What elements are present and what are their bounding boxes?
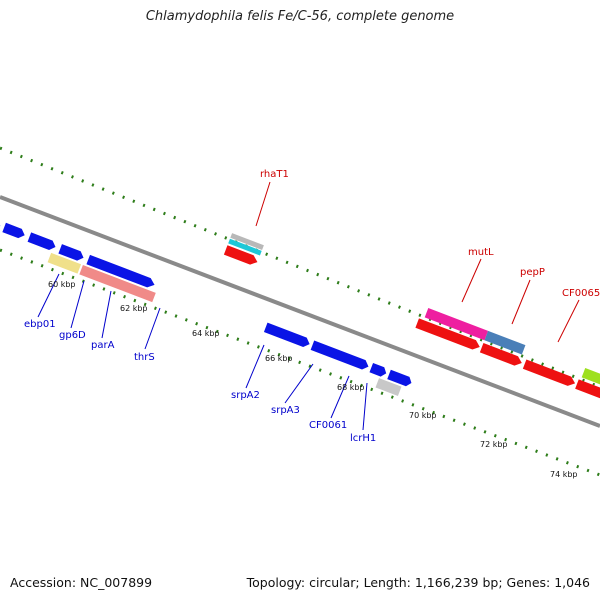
scale-label-72kbp: 72 kbp bbox=[480, 440, 508, 449]
gene-label-ebp01[interactable]: ebp01 bbox=[24, 319, 56, 330]
map-title: Chlamydophila felis Fe/C-56, complete ge… bbox=[145, 9, 455, 24]
gene-blue-6-arrow[interactable] bbox=[86, 254, 156, 290]
gene-label-thrS[interactable]: thrS bbox=[134, 352, 155, 363]
gene-rhaT1-grey[interactable] bbox=[230, 233, 264, 250]
gene-mutL[interactable] bbox=[424, 308, 489, 341]
inner-tick-track bbox=[0, 248, 600, 477]
gene-parA-arrow[interactable] bbox=[2, 222, 26, 240]
scale-label-60kbp: 60 kbp bbox=[48, 280, 76, 289]
gene-grey-1[interactable] bbox=[375, 378, 402, 397]
gene-label-parA[interactable]: parA bbox=[91, 340, 115, 351]
reverse-gene-labels: ebp01 gp6D parA thrS srpA2 srpA3 CF0061 … bbox=[24, 319, 376, 444]
scale-label-62kbp: 62 kbp bbox=[120, 304, 148, 313]
gene-thrS-arrow[interactable] bbox=[27, 232, 58, 251]
gene-label-srpA3[interactable]: srpA3 bbox=[271, 405, 300, 416]
gene-pepP[interactable] bbox=[484, 330, 526, 355]
outer-tick-track bbox=[0, 146, 600, 389]
gene-srpA2-arrow[interactable] bbox=[263, 322, 311, 349]
label-callouts bbox=[37, 181, 580, 431]
gene-red-4-arrow[interactable] bbox=[522, 359, 577, 388]
gene-CF0065-green[interactable] bbox=[581, 367, 600, 392]
gene-lcrH1-arrow[interactable] bbox=[387, 369, 413, 388]
accession-text: Accession: NC_007899 bbox=[10, 575, 153, 590]
forward-gene-labels: rhaT1 mutL pepP CF0065 bbox=[260, 169, 600, 299]
gene-label-pepP[interactable]: pepP bbox=[520, 267, 545, 278]
scale-label-66kbp: 66 kbp bbox=[265, 354, 293, 363]
gene-blue-5-arrow[interactable] bbox=[58, 244, 85, 262]
scale-label-70kbp: 70 kbp bbox=[409, 411, 437, 420]
gene-CF0061-arrow[interactable] bbox=[369, 362, 388, 378]
gene-red-3-arrow[interactable] bbox=[479, 343, 524, 368]
gene-label-CF0061[interactable]: CF0061 bbox=[309, 420, 347, 431]
forward-strand-genes bbox=[223, 233, 600, 406]
scale-label-74kbp: 74 kbp bbox=[550, 470, 578, 479]
gene-label-CF0065[interactable]: CF0065 bbox=[562, 288, 600, 299]
gene-red-2-arrow[interactable] bbox=[415, 318, 481, 351]
gene-red-5-arrow[interactable] bbox=[575, 379, 600, 406]
scale-label-68kbp: 68 kbp bbox=[337, 383, 365, 392]
gene-rhaT1-cyan[interactable] bbox=[228, 238, 262, 256]
gene-label-lcrH1[interactable]: lcrH1 bbox=[350, 433, 376, 444]
genome-backbone bbox=[0, 195, 600, 428]
gene-rhaT1-arrow[interactable] bbox=[223, 245, 259, 266]
scale-label-64kbp: 64 kbp bbox=[192, 329, 220, 338]
reverse-strand-genes bbox=[0, 203, 413, 397]
gene-gp6D-arrow[interactable] bbox=[0, 203, 2, 231]
scale-labels: 60 kbp 62 kbp 64 kbp 66 kbp 68 kbp 70 kb… bbox=[48, 280, 578, 479]
gene-label-rhaT1[interactable]: rhaT1 bbox=[260, 169, 289, 180]
gene-label-gp6D[interactable]: gp6D bbox=[59, 330, 86, 341]
gene-label-srpA2[interactable]: srpA2 bbox=[231, 390, 260, 401]
topology-text: Topology: circular; Length: 1,166,239 bp… bbox=[246, 575, 590, 590]
gene-label-mutL[interactable]: mutL bbox=[468, 247, 494, 258]
gene-srpA3-arrow[interactable] bbox=[310, 340, 371, 371]
gene-salmon-2[interactable] bbox=[79, 265, 156, 303]
gene-yellow-1[interactable] bbox=[47, 252, 82, 274]
